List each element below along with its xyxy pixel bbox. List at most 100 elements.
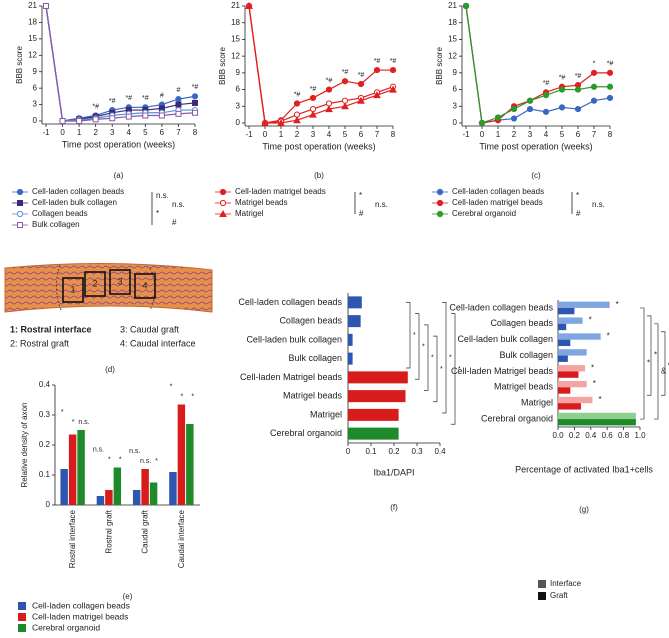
- significance: *: [119, 456, 122, 463]
- spinal-cord-diagram: [4, 262, 213, 313]
- marker: [542, 92, 550, 99]
- significance: *: [413, 332, 416, 339]
- y-tick-label: 12: [28, 50, 37, 59]
- legend-label: Graft: [550, 591, 569, 600]
- y-tick-label: 0: [236, 118, 241, 127]
- legend-marker: [436, 199, 444, 207]
- legend-marker: [219, 199, 227, 207]
- bar: [558, 301, 610, 308]
- x-tick-label: 3: [528, 130, 533, 139]
- significance: *#: [294, 91, 301, 98]
- legend-note: n.s.: [156, 191, 169, 200]
- x-tick-label: Caudal interface: [177, 509, 186, 568]
- x-tick-label: 0.3: [411, 447, 423, 456]
- bar: [558, 339, 571, 347]
- region-box: [62, 277, 84, 303]
- marker: [76, 118, 83, 124]
- bar: [558, 403, 581, 410]
- marker: [389, 66, 397, 74]
- x-tick-label: 0.4: [434, 447, 446, 456]
- y-tick-label: 0.2: [39, 440, 51, 449]
- x-tick-label: 0.6: [602, 431, 614, 440]
- tissue-band: [4, 262, 213, 313]
- x-tick-label: 0.1: [365, 447, 377, 456]
- legend-note: #: [359, 209, 364, 218]
- significance: *: [191, 393, 194, 400]
- significance: *: [61, 409, 64, 416]
- significance: n.s.: [129, 448, 140, 455]
- y-tick-label: Matrigel: [521, 398, 553, 408]
- marker: [92, 116, 99, 123]
- marker: [245, 1, 253, 9]
- panel-label: (f): [390, 503, 398, 512]
- legend-label: Matrigel beads: [235, 198, 287, 207]
- x-tick-label: -1: [462, 130, 470, 139]
- marker: [325, 86, 333, 93]
- x-tick-label: 5: [143, 128, 148, 137]
- y-tick-label: 6: [33, 83, 38, 92]
- bar: [558, 419, 636, 426]
- x-tick-label: Caudal graft: [141, 509, 150, 553]
- marker: [526, 97, 534, 104]
- y-tick-label: Matrigel: [310, 409, 342, 419]
- y-tick-label: Cell-laden bulk collagen: [246, 334, 342, 344]
- bar: [177, 404, 186, 505]
- marker: [175, 110, 182, 117]
- legend-label: Interface: [550, 579, 582, 588]
- marker: [325, 105, 333, 113]
- legend-swatch: [538, 592, 546, 600]
- bar: [558, 412, 636, 420]
- region-box: [84, 271, 106, 297]
- significance: *: [616, 300, 619, 309]
- bar: [141, 469, 149, 505]
- significance: *#: [192, 84, 199, 91]
- significance: *: [170, 383, 173, 390]
- bar: [96, 496, 105, 505]
- marker: [192, 109, 198, 116]
- x-tick-label: -1: [245, 130, 253, 139]
- y-tick-label: 0: [453, 118, 458, 127]
- marker: [43, 3, 49, 9]
- x-tick-label: 5: [560, 130, 565, 139]
- marker: [510, 105, 518, 113]
- bar: [558, 307, 575, 315]
- x-tick-label: 1: [279, 130, 284, 139]
- bracket: [406, 302, 411, 369]
- marker: [175, 95, 182, 103]
- y-axis-title: BBB score: [435, 47, 444, 85]
- x-tick-label: 8: [193, 128, 198, 137]
- x-tick-label: 7: [592, 130, 597, 139]
- y-tick-label: Matrigel beads: [283, 391, 343, 401]
- marker: [373, 66, 381, 74]
- significance: *#: [92, 103, 99, 110]
- legend-marker: [17, 222, 23, 228]
- legend-swatch: [538, 580, 546, 588]
- marker: [558, 104, 566, 111]
- x-tick-label: Rostral graft: [104, 509, 113, 553]
- bracket: [647, 315, 652, 396]
- marker: [526, 105, 534, 113]
- significance: &: [661, 367, 667, 376]
- region-legend: 1: Rostral interface: [10, 324, 92, 334]
- marker: [590, 69, 598, 76]
- marker: [341, 78, 349, 85]
- region-box: [134, 273, 156, 299]
- region-box: [109, 269, 131, 295]
- x-tick-label: Rostral interface: [68, 509, 77, 568]
- marker: [478, 119, 486, 127]
- marker: [606, 94, 614, 102]
- series-line: [45, 5, 196, 122]
- series-line: [248, 5, 393, 124]
- significance: *: [422, 343, 425, 350]
- significance: *#: [310, 86, 317, 93]
- bracket: [451, 313, 456, 425]
- marker: [389, 85, 397, 93]
- y-tick-label: 9: [236, 68, 241, 77]
- y-tick-label: Cell-laden Matrigel beads: [240, 372, 343, 382]
- marker: [158, 112, 165, 119]
- significance: n.s.: [93, 446, 104, 453]
- significance: *: [593, 61, 596, 68]
- y-axis-title: BBB score: [218, 47, 227, 85]
- x-tick-label: 0.8: [618, 431, 630, 440]
- significance: *: [181, 393, 184, 400]
